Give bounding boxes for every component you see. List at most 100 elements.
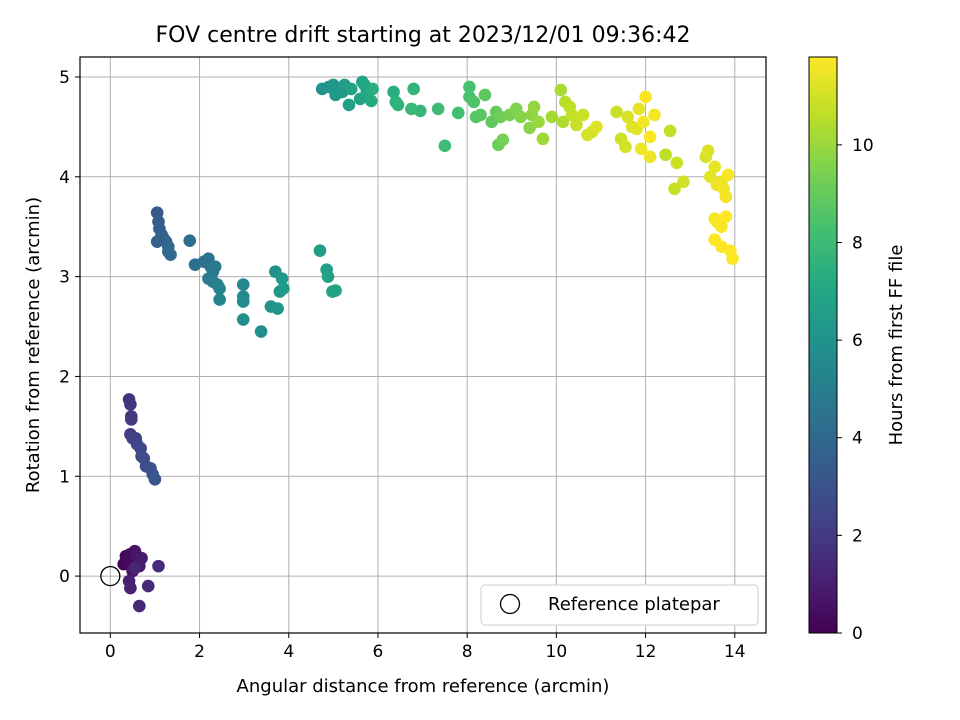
colorbar-label: Hours from first FF file [886, 245, 907, 446]
scatter-point [719, 210, 733, 224]
scatter-point [668, 182, 681, 196]
scatter-point [407, 82, 420, 96]
x-axis: 0 2 4 6 8 10 12 14 [105, 633, 746, 662]
y-axis-label: Rotation from reference (arcmin) [23, 197, 44, 493]
scatter-point [643, 150, 657, 164]
colorbar-tick-label: 2 [852, 526, 863, 546]
scatter-point [128, 561, 142, 575]
scatter-point [648, 108, 661, 122]
y-tick-label: 2 [59, 367, 70, 387]
scatter-point [213, 293, 226, 306]
colorbar-tick-label: 10 [852, 136, 874, 156]
plot-frame [79, 56, 767, 634]
scatter-point [321, 270, 335, 283]
scatter-point [643, 130, 657, 144]
scatter-point [545, 110, 559, 124]
y-tick-label: 3 [59, 268, 70, 288]
colorbar-tick-label: 4 [852, 429, 863, 449]
chart-title: FOV centre drift starting at 2023/12/01 … [156, 23, 691, 48]
legend-box [480, 584, 759, 626]
scatter-point [576, 108, 590, 122]
colorbar-tick-label: 6 [852, 331, 863, 351]
scatter-point [236, 278, 250, 291]
y-tick-label: 0 [59, 567, 70, 587]
scatter-point [632, 102, 646, 116]
scatter-point [236, 295, 250, 308]
scatter-point [344, 82, 358, 96]
scatter-point [236, 313, 250, 326]
scatter-point [208, 260, 222, 273]
scatter-point [124, 398, 137, 411]
scatter-point [639, 90, 652, 104]
x-tick-label: 8 [462, 642, 473, 662]
scatter-point [637, 115, 650, 129]
scatter-point [590, 120, 603, 134]
scatter-point [726, 252, 739, 265]
scatter-point [254, 325, 268, 338]
x-tick-label: 2 [194, 642, 205, 662]
scatter-point [536, 132, 550, 146]
legend: Reference platepar [480, 584, 759, 626]
scatter-point [431, 102, 445, 116]
scatter-point [164, 248, 177, 261]
scatter-point [387, 85, 400, 99]
scatter-point [213, 282, 226, 295]
scatter-point [150, 235, 164, 248]
scatter-point [342, 98, 356, 112]
colorbar-tick-label: 8 [852, 233, 863, 253]
scatter-point [391, 98, 405, 112]
scatter-point [496, 133, 510, 147]
scatter-point [183, 234, 197, 247]
scatter-point [405, 102, 418, 116]
scatter-point [124, 581, 137, 595]
scatter-point [514, 110, 527, 124]
x-tick-label: 10 [546, 642, 568, 662]
scatter-point [532, 115, 545, 129]
scatter-point [610, 105, 623, 119]
scatter-point [621, 110, 635, 124]
scatter-point [634, 142, 648, 156]
scatter-point [701, 144, 715, 158]
colorbar-gradient [808, 56, 838, 634]
scatter-point [467, 95, 481, 109]
scatter-point [327, 78, 340, 92]
scatter-point [329, 284, 342, 297]
x-tick-label: 6 [373, 642, 384, 662]
y-tick-label: 5 [59, 68, 70, 88]
y-tick-label: 1 [59, 467, 70, 487]
scatter-point [670, 156, 684, 170]
scatter-point [721, 168, 735, 182]
scatter-point [135, 551, 148, 565]
scatter-point [463, 80, 476, 94]
scatter-point [708, 160, 722, 174]
scatter-point [141, 579, 155, 593]
y-axis: 0 1 2 3 4 5 [59, 68, 80, 587]
scatter-point [438, 139, 452, 153]
scatter-point [366, 82, 379, 96]
scatter-point [364, 94, 378, 108]
x-tick-label: 0 [105, 642, 116, 662]
scatter-point [275, 272, 289, 285]
scatter-point [719, 190, 733, 204]
scatter-point [451, 106, 465, 120]
scatter-point [152, 559, 165, 573]
colorbar: 0 2 4 6 8 10 Hours from first FF file [808, 56, 907, 644]
reference-platepar-marker [100, 565, 121, 587]
y-tick-label: 4 [59, 168, 70, 188]
x-tick-label: 12 [635, 642, 657, 662]
x-axis-label: Angular distance from reference (arcmin) [237, 676, 610, 697]
legend-reference-marker [499, 593, 521, 615]
scatter-point [663, 124, 677, 138]
scatter-point [554, 83, 568, 97]
colorbar-ticks: 0 2 4 6 8 10 [837, 136, 874, 644]
scatter-point [523, 121, 536, 135]
scatter-point [527, 100, 541, 114]
scatter-point [133, 599, 146, 613]
scatter-point [474, 108, 487, 122]
scatter-point [570, 118, 583, 132]
x-tick-label: 4 [283, 642, 294, 662]
scatter-point [677, 175, 690, 189]
scatter-point [619, 140, 632, 154]
colorbar-tick-label: 0 [852, 624, 863, 644]
scatter-point [313, 244, 327, 257]
